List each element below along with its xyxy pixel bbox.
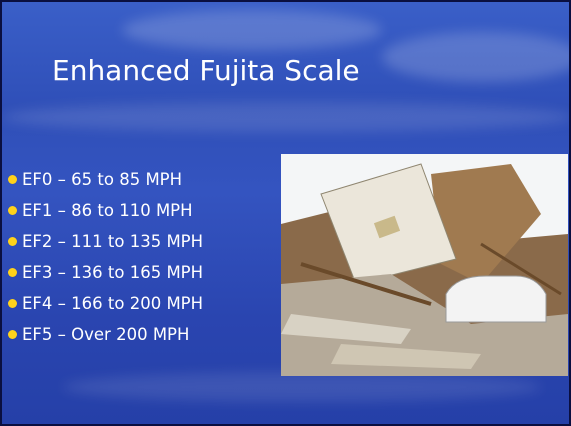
cloud [2, 102, 571, 132]
cloud [382, 32, 571, 82]
cloud [122, 10, 382, 50]
slide-title: Enhanced Fujita Scale [52, 54, 360, 87]
bullet: EF2 – 111 to 135 MPH [8, 226, 203, 257]
cloud [62, 372, 542, 402]
bullet: EF3 – 136 to 165 MPH [8, 257, 203, 288]
bullet: EF4 – 166 to 200 MPH [8, 288, 203, 319]
slide: Enhanced Fujita Scale EF0 – 65 to 85 MPH… [0, 0, 571, 426]
bullet: EF1 – 86 to 110 MPH [8, 195, 203, 226]
tornado-photo [281, 154, 568, 376]
bullet: EF5 – Over 200 MPH [8, 319, 203, 350]
bullet: EF0 – 65 to 85 MPH [8, 164, 203, 195]
